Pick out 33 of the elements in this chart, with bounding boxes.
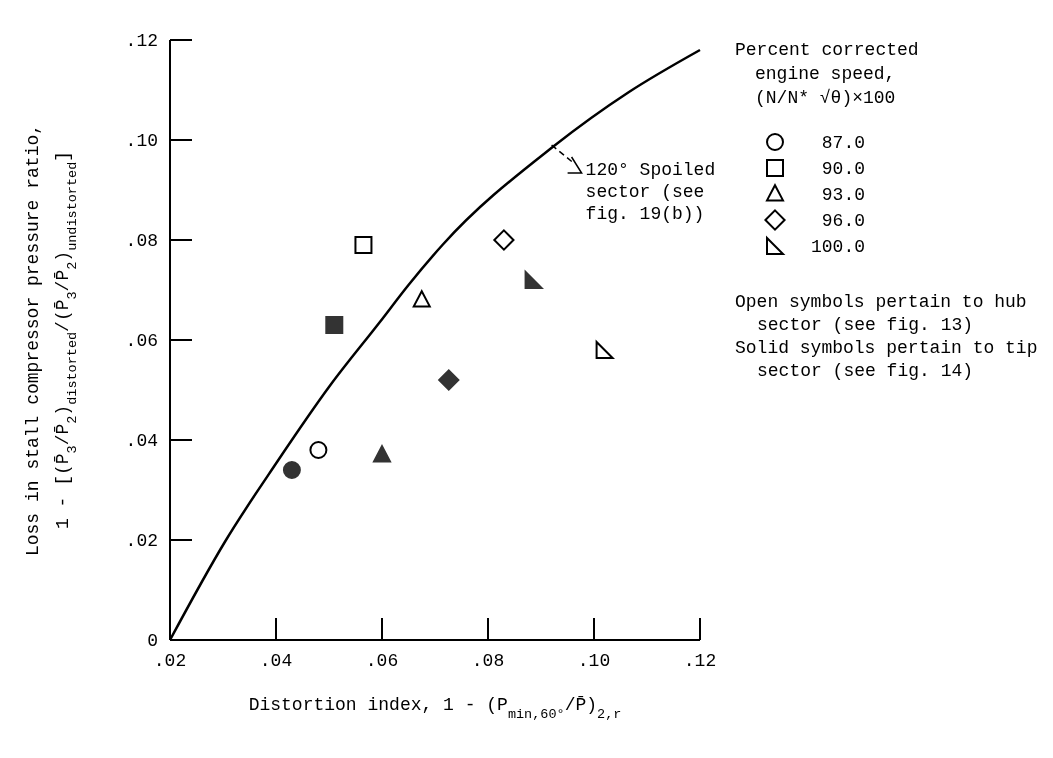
point [493,229,515,251]
point [354,236,373,254]
point [524,271,543,289]
legend-label: 96.0 [821,211,865,232]
point [373,445,391,463]
x-tick-label: .04 [259,651,293,671]
point [412,290,431,308]
y-tick-label: .08 [125,231,158,252]
x-tick-label: .10 [577,651,611,671]
y-tick-label: .02 [125,531,158,552]
y-tick-label: 0 [147,631,158,652]
y-tick-label: .12 [125,31,158,52]
point [325,316,344,334]
x-tick-label: .12 [683,651,717,671]
x-tick-label: .06 [365,651,399,671]
y-tick-label: .06 [125,331,158,352]
x-axis-title: Distortion index, 1 - (P$_{min,60°}$/P̄)$_{2,r}$ [248,695,622,722]
legend-label: 87.0 [821,133,865,154]
annotation: 120° Spoiled sector (see fig. 19(b)) [585,160,716,224]
legend-label: 100.0 [810,237,865,258]
point [309,441,328,459]
point [438,369,460,391]
point [282,461,301,479]
text: Solid symbols pertain to tip sector (see fig. 14) [735,338,1038,381]
legend-label: 90.0 [821,159,865,180]
y-tick-label: .10 [125,131,158,152]
legend-title: Percent corrected engine speed, (N/N* √θ)×100 [735,40,919,108]
text: Open symbols pertain to hub sector (see fig. 13) [735,292,1027,335]
y-tick-label: .04 [125,431,158,452]
legend-label: 93.0 [821,185,865,206]
x-tick-label: .02 [153,651,187,671]
x-tick-label: .08 [471,651,505,671]
point [595,341,614,359]
